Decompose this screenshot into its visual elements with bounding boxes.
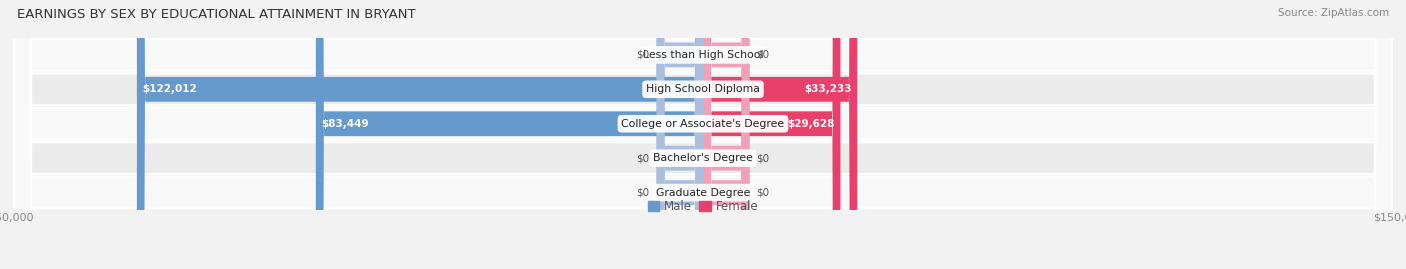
Text: Source: ZipAtlas.com: Source: ZipAtlas.com	[1278, 8, 1389, 18]
Text: Less than High School: Less than High School	[643, 50, 763, 60]
FancyBboxPatch shape	[14, 0, 1392, 269]
Text: Graduate Degree: Graduate Degree	[655, 187, 751, 198]
Text: $122,012: $122,012	[142, 84, 197, 94]
FancyBboxPatch shape	[657, 0, 703, 269]
FancyBboxPatch shape	[703, 0, 749, 269]
FancyBboxPatch shape	[703, 0, 858, 269]
Text: $0: $0	[756, 187, 769, 198]
Text: $0: $0	[637, 187, 650, 198]
FancyBboxPatch shape	[14, 0, 1392, 269]
FancyBboxPatch shape	[14, 0, 1392, 269]
FancyBboxPatch shape	[703, 0, 841, 269]
Text: $33,233: $33,233	[804, 84, 852, 94]
FancyBboxPatch shape	[703, 0, 749, 269]
Text: $0: $0	[637, 153, 650, 163]
Legend: Male, Female: Male, Female	[643, 195, 763, 218]
Text: $0: $0	[756, 50, 769, 60]
FancyBboxPatch shape	[657, 0, 703, 269]
FancyBboxPatch shape	[703, 0, 749, 269]
Text: College or Associate's Degree: College or Associate's Degree	[621, 119, 785, 129]
Text: High School Diploma: High School Diploma	[647, 84, 759, 94]
FancyBboxPatch shape	[14, 0, 1392, 269]
Text: EARNINGS BY SEX BY EDUCATIONAL ATTAINMENT IN BRYANT: EARNINGS BY SEX BY EDUCATIONAL ATTAINMEN…	[17, 8, 416, 21]
FancyBboxPatch shape	[136, 0, 703, 269]
FancyBboxPatch shape	[316, 0, 703, 269]
Text: $0: $0	[756, 153, 769, 163]
Text: $0: $0	[637, 50, 650, 60]
Text: $83,449: $83,449	[322, 119, 368, 129]
FancyBboxPatch shape	[14, 0, 1392, 269]
Text: Bachelor's Degree: Bachelor's Degree	[652, 153, 754, 163]
Text: $29,628: $29,628	[787, 119, 835, 129]
FancyBboxPatch shape	[657, 0, 703, 269]
